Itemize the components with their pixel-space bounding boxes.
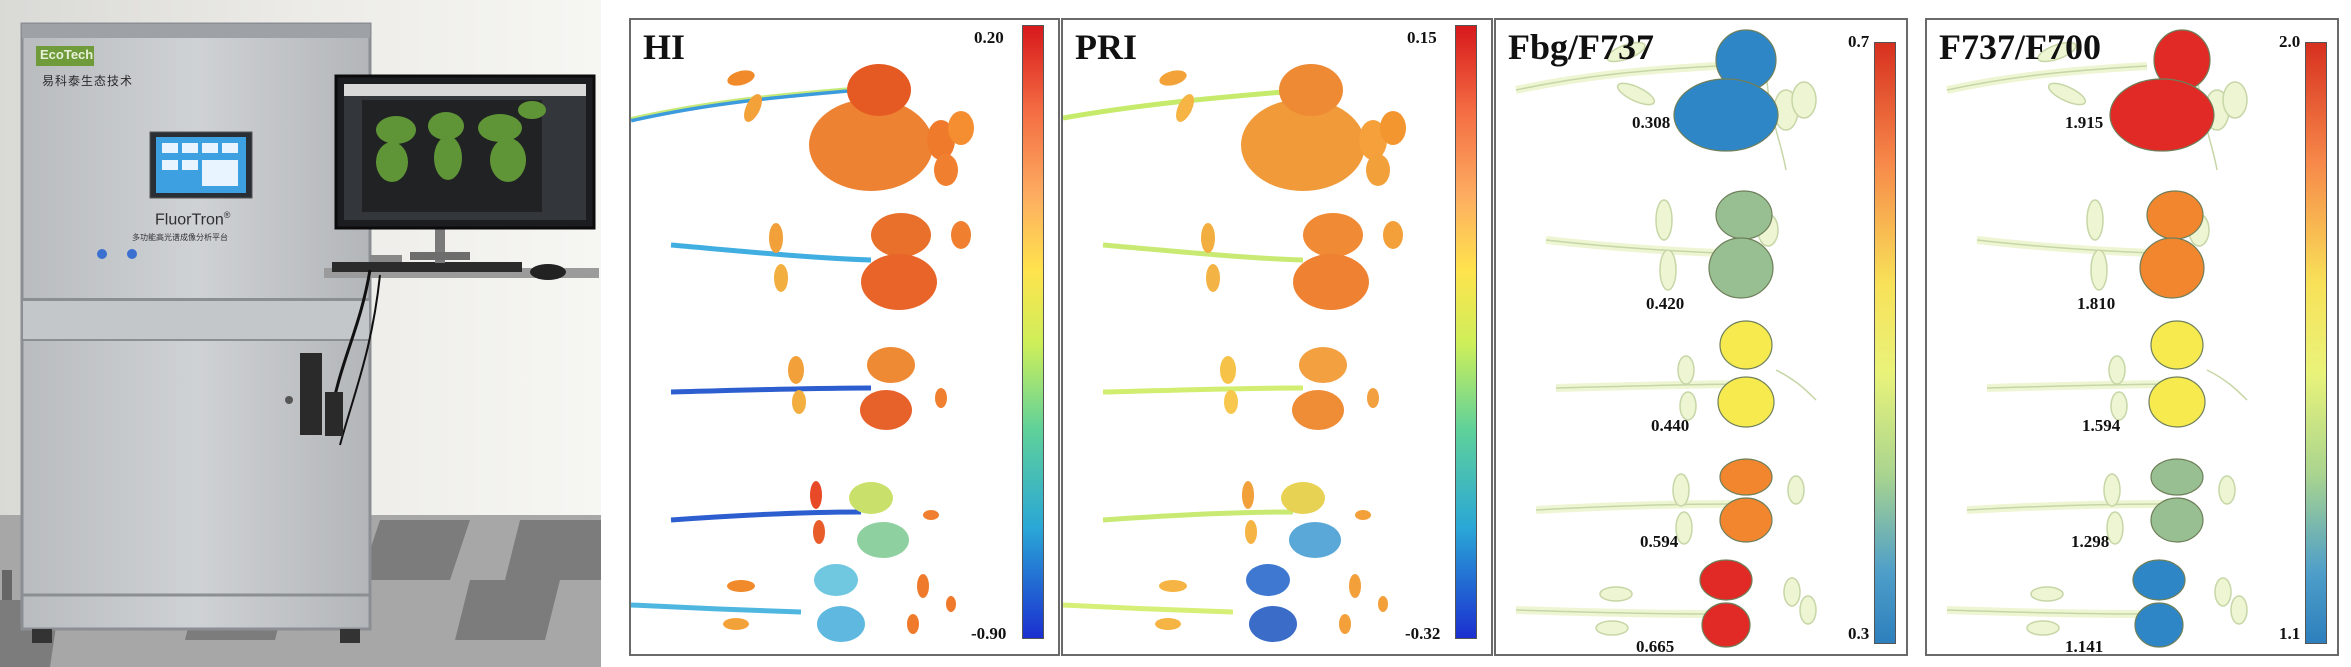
product-subtitle-cn: 多功能高光谱成像分析平台 [132, 233, 228, 242]
colorbar [2305, 42, 2327, 644]
scale-max: 0.7 [1848, 32, 1870, 51]
plant-leaves-4 [1719, 458, 1773, 543]
f737-plants-image [1946, 29, 2248, 648]
plant-value-1: 1.915 [2065, 113, 2104, 132]
plant-value-2: 0.420 [1646, 294, 1685, 313]
colorbar [1874, 42, 1896, 644]
product-name: FluorTron® [155, 210, 231, 229]
plant-value-1: 0.308 [1632, 113, 1671, 132]
panel-title: F737/F700 [1939, 27, 2101, 67]
scale-max: 0.20 [974, 28, 1004, 47]
plant-leaves-1 [2109, 29, 2215, 152]
plant-leaves-5 [1699, 559, 1753, 648]
plant-row [670, 481, 939, 558]
scale-max: 2.0 [2279, 32, 2301, 51]
plant-row [1063, 564, 1388, 642]
panel-pri: PRI [1061, 18, 1493, 656]
colorbar [1455, 25, 1477, 639]
brand-badge-bg [36, 46, 94, 66]
plant-row [1102, 481, 1371, 558]
brand-badge: EcoTech [40, 47, 94, 62]
panel-hi: HI [629, 18, 1060, 656]
scale-min: -0.32 [1405, 624, 1441, 643]
instrument-illustration [0, 0, 601, 667]
plant-value-4: 1.298 [2071, 532, 2110, 551]
plant-value-3: 0.440 [1651, 416, 1690, 435]
plant-leaves-1 [1673, 29, 1779, 152]
scale-min: 0.3 [1848, 624, 1870, 643]
panel-f737-f700: F737/F700 [1925, 18, 2339, 656]
plant-value-4: 0.594 [1640, 532, 1679, 551]
plant-row [670, 347, 947, 430]
plant-value-2: 1.810 [2077, 294, 2116, 313]
plant-row [1102, 213, 1403, 310]
panel-title: HI [643, 27, 686, 67]
panel-fbg-f737: Fbg/F737 [1494, 18, 1908, 656]
scale-max: 0.15 [1407, 28, 1437, 47]
plant-row [631, 564, 956, 642]
plant-row [1102, 347, 1379, 430]
plant-value-5: 1.141 [2065, 637, 2104, 656]
panel-title: PRI [1075, 27, 1137, 67]
plant-leaves-3 [2148, 320, 2206, 428]
fbg-plants-image [1515, 29, 1817, 648]
plant-value-3: 1.594 [2082, 416, 2121, 435]
pri-plants-image [1063, 64, 1406, 642]
company-name-cn: 易科泰生态技术 [42, 74, 134, 88]
instrument-photo: EcoTech 易科泰生态技术 FluorTron® 多功能高光谱成像分析平台 [0, 0, 601, 667]
plant-row [670, 213, 971, 310]
plant-leaves-2 [1708, 190, 1774, 299]
scale-min: 1.1 [2279, 624, 2301, 643]
hi-plants-image [631, 64, 974, 642]
plant-leaves-3 [1717, 320, 1775, 428]
plant-leaves-2 [2139, 190, 2205, 299]
colorbar [1022, 25, 1044, 639]
plant-row [1063, 64, 1406, 191]
plant-leaves-5 [2132, 559, 2186, 648]
panel-title: Fbg/F737 [1508, 27, 1655, 67]
plant-value-5: 0.665 [1636, 637, 1675, 656]
plant-row [631, 64, 974, 191]
scale-min: -0.90 [971, 624, 1007, 643]
plant-leaves-4 [2150, 458, 2204, 543]
